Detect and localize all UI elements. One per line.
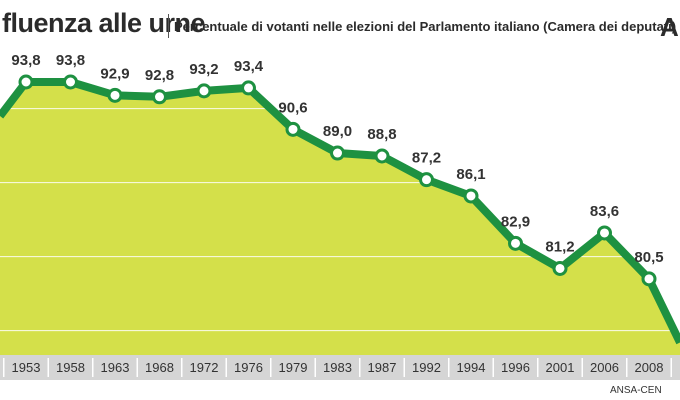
x-tick-label-1976: 1976 — [234, 360, 263, 375]
x-tick-label-1958: 1958 — [56, 360, 85, 375]
x-tick-label-1963: 1963 — [101, 360, 130, 375]
x-tick-label-1979: 1979 — [279, 360, 308, 375]
value-label-1987: 88,8 — [367, 126, 396, 143]
chart-header: fluenza alle urne Percentuale di votanti… — [0, 0, 680, 50]
x-tick-label-1953: 1953 — [12, 360, 41, 375]
value-label-2008: 80,5 — [634, 249, 663, 266]
data-point-1968 — [152, 89, 167, 105]
value-label-1972: 93,2 — [189, 61, 218, 78]
x-tick-label-1987: 1987 — [368, 360, 397, 375]
x-tick-label-2008: 2008 — [635, 360, 664, 375]
x-tick-label-1983: 1983 — [323, 360, 352, 375]
data-markers — [18, 74, 657, 287]
x-tick-label-2001: 2001 — [546, 360, 575, 375]
x-tick-label-1996: 1996 — [501, 360, 530, 375]
x-axis: 1953 1958 1963 1968 1972 1976 1979 1983 1987 1992… — [0, 355, 680, 380]
x-tick-label-1992: 1992 — [412, 360, 441, 375]
x-tick-label-1972: 1972 — [190, 360, 219, 375]
value-label-1996: 82,9 — [501, 213, 530, 230]
value-label-1976: 93,4 — [234, 58, 264, 75]
value-label-1979: 90,6 — [278, 99, 307, 116]
x-tick-label-2006: 2006 — [590, 360, 619, 375]
value-label-1992: 87,2 — [412, 150, 441, 167]
data-point-1976 — [241, 80, 256, 96]
value-label-1983: 89,0 — [323, 123, 352, 140]
data-point-1972 — [196, 83, 212, 99]
data-point-1996 — [508, 235, 523, 251]
x-tick-label-1994: 1994 — [457, 360, 486, 375]
data-point-1963 — [107, 87, 123, 103]
value-labels: 93,8 93,8 92,9 92,8 93,2 93,4 90,6 89,0 88,8 87,2… — [11, 52, 663, 266]
data-point-1953 — [18, 74, 34, 90]
value-label-1968: 92,8 — [145, 67, 174, 84]
value-label-1958: 93,8 — [56, 52, 85, 69]
chart-title: fluenza alle urne — [2, 8, 206, 38]
source-credit: ANSA-CEN — [610, 385, 662, 396]
value-label-2006: 83,6 — [590, 203, 619, 220]
value-label-2001: 81,2 — [545, 238, 574, 255]
data-point-2008 — [641, 271, 657, 287]
x-tick-label-1968: 1968 — [145, 360, 174, 375]
data-point-1983 — [330, 145, 345, 161]
value-label-1994: 86,1 — [456, 166, 485, 183]
data-point-1987 — [374, 148, 390, 164]
data-point-2006 — [597, 225, 612, 241]
data-point-1992 — [419, 172, 434, 188]
chart-area — [0, 82, 680, 355]
chart-subtitle: Percentuale di votanti nelle elezioni de… — [174, 19, 677, 34]
title-separator — [168, 14, 169, 38]
data-point-2001 — [552, 260, 568, 276]
data-point-1994 — [463, 188, 479, 204]
data-point-1958 — [63, 74, 78, 90]
gridlines — [0, 108, 680, 332]
value-label-1953: 93,8 — [11, 52, 40, 69]
corner-mark: A — [660, 12, 679, 42]
data-point-1979 — [285, 121, 301, 137]
value-label-1963: 92,9 — [100, 65, 129, 82]
x-axis-band — [0, 355, 680, 380]
